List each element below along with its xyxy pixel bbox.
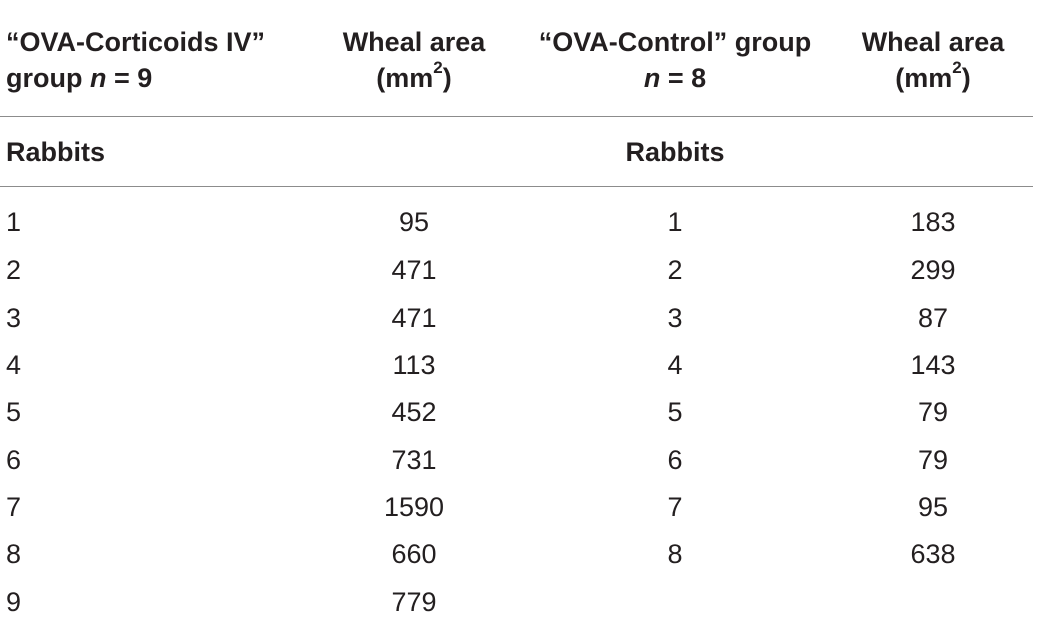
rabbit-id-left: 2 <box>6 255 22 285</box>
subheader-right: Rabbits <box>625 137 725 167</box>
wheal-area-right: 79 <box>917 445 949 475</box>
wheal-area-left: 660 <box>391 539 437 569</box>
rabbit-id-left: 5 <box>6 397 22 427</box>
wheal-area-left: 95 <box>398 207 430 237</box>
header-col3-line2: n = 8 <box>643 63 707 93</box>
rabbit-id-right: 3 <box>667 303 683 333</box>
wheal-area-left: 779 <box>391 587 437 617</box>
rabbit-id-right: 1 <box>667 207 683 237</box>
header-col2-line1: Wheal area <box>342 27 486 57</box>
header-col4-line2: (mm2) <box>895 58 971 93</box>
header-col3: “OVA-Control” group n = 8 <box>520 24 830 96</box>
wheal-area-left: 113 <box>392 350 436 380</box>
wheal-area-right: 183 <box>910 207 956 237</box>
header-col4: Wheal area (mm2) <box>843 24 1023 96</box>
wheal-area-right: 95 <box>917 492 949 522</box>
header-col1: “OVA-Corticoids IV” group n = 9 <box>6 24 265 96</box>
header-col3-line1: “OVA-Control” group <box>538 27 812 57</box>
wheal-area-right: 87 <box>917 303 949 333</box>
rabbit-id-left: 8 <box>6 539 22 569</box>
rabbit-id-right: 8 <box>667 539 683 569</box>
header-col1-line1: “OVA-Corticoids IV” <box>6 27 266 57</box>
wheal-area-right: 299 <box>910 255 956 285</box>
subheader-left: Rabbits <box>6 137 106 167</box>
rabbit-id-left: 4 <box>6 350 22 380</box>
header-col2: Wheal area (mm2) <box>324 24 504 96</box>
rabbit-id-left: 7 <box>6 492 22 522</box>
wheal-area-left: 452 <box>391 397 437 427</box>
header-col1-line2: group n = 9 <box>6 63 153 93</box>
wheal-area-right: 638 <box>910 539 956 569</box>
rabbit-id-right: 6 <box>667 445 683 475</box>
rabbit-id-right: 5 <box>667 397 683 427</box>
header-divider <box>0 116 1033 117</box>
wheal-area-left: 471 <box>391 303 437 333</box>
rabbit-id-left: 1 <box>6 207 22 237</box>
subheader-divider <box>0 186 1033 187</box>
rabbit-id-right: 7 <box>667 492 683 522</box>
wheal-area-right: 79 <box>917 397 949 427</box>
wheal-area-left: 1590 <box>383 492 445 522</box>
wheal-area-right: 143 <box>910 350 956 380</box>
rabbit-id-right: 4 <box>667 350 683 380</box>
wheal-area-left: 731 <box>391 445 437 475</box>
header-col4-line1: Wheal area <box>861 27 1005 57</box>
rabbit-id-left: 9 <box>6 587 22 617</box>
rabbit-id-right: 2 <box>667 255 683 285</box>
wheal-area-left: 471 <box>391 255 437 285</box>
header-col2-line2: (mm2) <box>376 58 452 93</box>
rabbit-id-left: 6 <box>6 445 22 475</box>
rabbit-id-left: 3 <box>6 303 22 333</box>
